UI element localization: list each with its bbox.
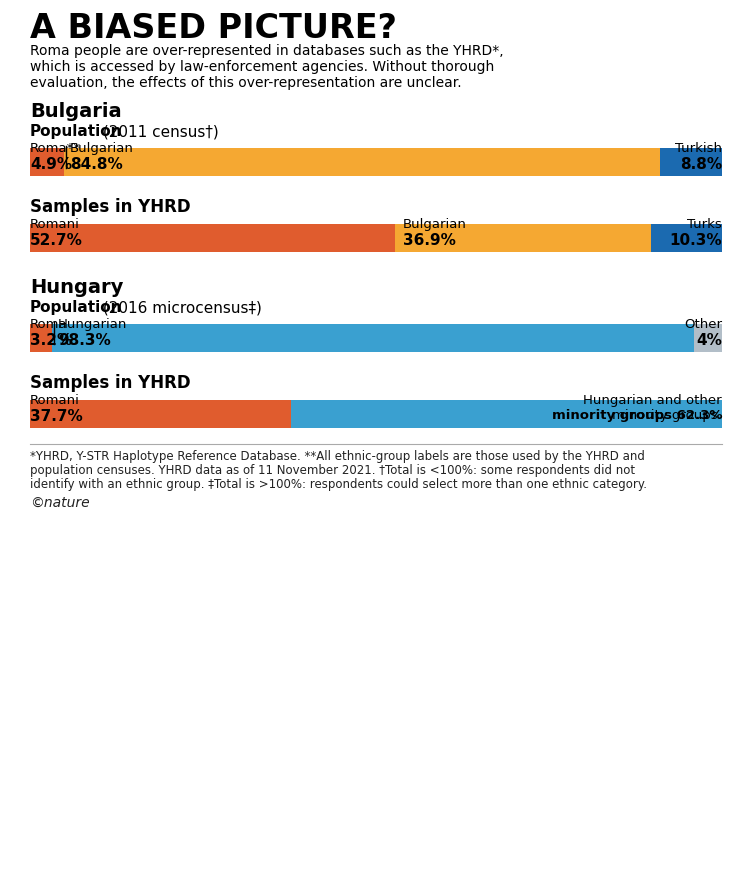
Text: Population: Population [30, 124, 122, 139]
Text: 52.7%: 52.7% [30, 233, 83, 248]
Text: 98.3%: 98.3% [58, 333, 111, 348]
Text: minority groups: minority groups [612, 409, 722, 422]
Bar [65, 148, 660, 176]
Text: population censuses. YHRD data as of 11 November 2021. †Total is <100%: some res: population censuses. YHRD data as of 11 … [30, 464, 635, 477]
Bar [30, 224, 395, 252]
Bar [395, 224, 650, 252]
Text: 84.8%: 84.8% [70, 157, 122, 172]
Bar [30, 400, 291, 428]
Bar [650, 224, 722, 252]
Bar [291, 400, 722, 428]
Text: Bulgarian: Bulgarian [70, 142, 134, 155]
Text: 37.7%: 37.7% [30, 409, 83, 424]
Text: 3.2%: 3.2% [30, 333, 72, 348]
Text: Samples in YHRD: Samples in YHRD [30, 374, 191, 392]
Text: (2016 microcensus‡): (2016 microcensus‡) [98, 300, 262, 315]
Text: 8.8%: 8.8% [680, 157, 722, 172]
Text: Samples in YHRD: Samples in YHRD [30, 198, 191, 216]
Text: Population: Population [30, 300, 122, 315]
Bar [30, 148, 65, 176]
Bar [30, 324, 52, 352]
Text: Hungarian and other: Hungarian and other [584, 394, 722, 407]
Text: Roma: Roma [30, 318, 68, 331]
Text: ©nature: ©nature [30, 496, 89, 510]
Text: Roma**: Roma** [30, 142, 81, 155]
Text: Romani: Romani [30, 218, 80, 231]
Text: 4%: 4% [696, 333, 722, 348]
Text: Hungary: Hungary [30, 278, 123, 297]
Text: Turkish: Turkish [675, 142, 722, 155]
Text: evaluation, the effects of this over-representation are unclear.: evaluation, the effects of this over-rep… [30, 76, 462, 90]
Text: *YHRD, Y-STR Haplotype Reference Database. **All ethnic-group labels are those u: *YHRD, Y-STR Haplotype Reference Databas… [30, 450, 645, 463]
Text: identify with an ethnic group. ‡Total is >100%: respondents could select more th: identify with an ethnic group. ‡Total is… [30, 478, 647, 491]
Text: Other: Other [684, 318, 722, 331]
Bar [52, 324, 695, 352]
Text: Roma people are over-represented in databases such as the YHRD*,: Roma people are over-represented in data… [30, 44, 504, 58]
Text: A BIASED PICTURE?: A BIASED PICTURE? [30, 12, 397, 45]
Text: Turks: Turks [687, 218, 722, 231]
Text: 4.9%: 4.9% [30, 157, 72, 172]
Text: (2011 census†): (2011 census†) [98, 124, 219, 139]
Bar [660, 148, 722, 176]
Text: minority groups 62.3%: minority groups 62.3% [551, 409, 722, 422]
Text: which is accessed by law-enforcement agencies. Without thorough: which is accessed by law-enforcement age… [30, 60, 494, 74]
Text: Bulgarian: Bulgarian [403, 218, 466, 231]
Bar [695, 324, 722, 352]
Text: Bulgaria: Bulgaria [30, 102, 122, 121]
Text: 36.9%: 36.9% [403, 233, 456, 248]
Text: 10.3%: 10.3% [669, 233, 722, 248]
Text: Hungarian: Hungarian [58, 318, 128, 331]
Text: Romani: Romani [30, 394, 80, 407]
